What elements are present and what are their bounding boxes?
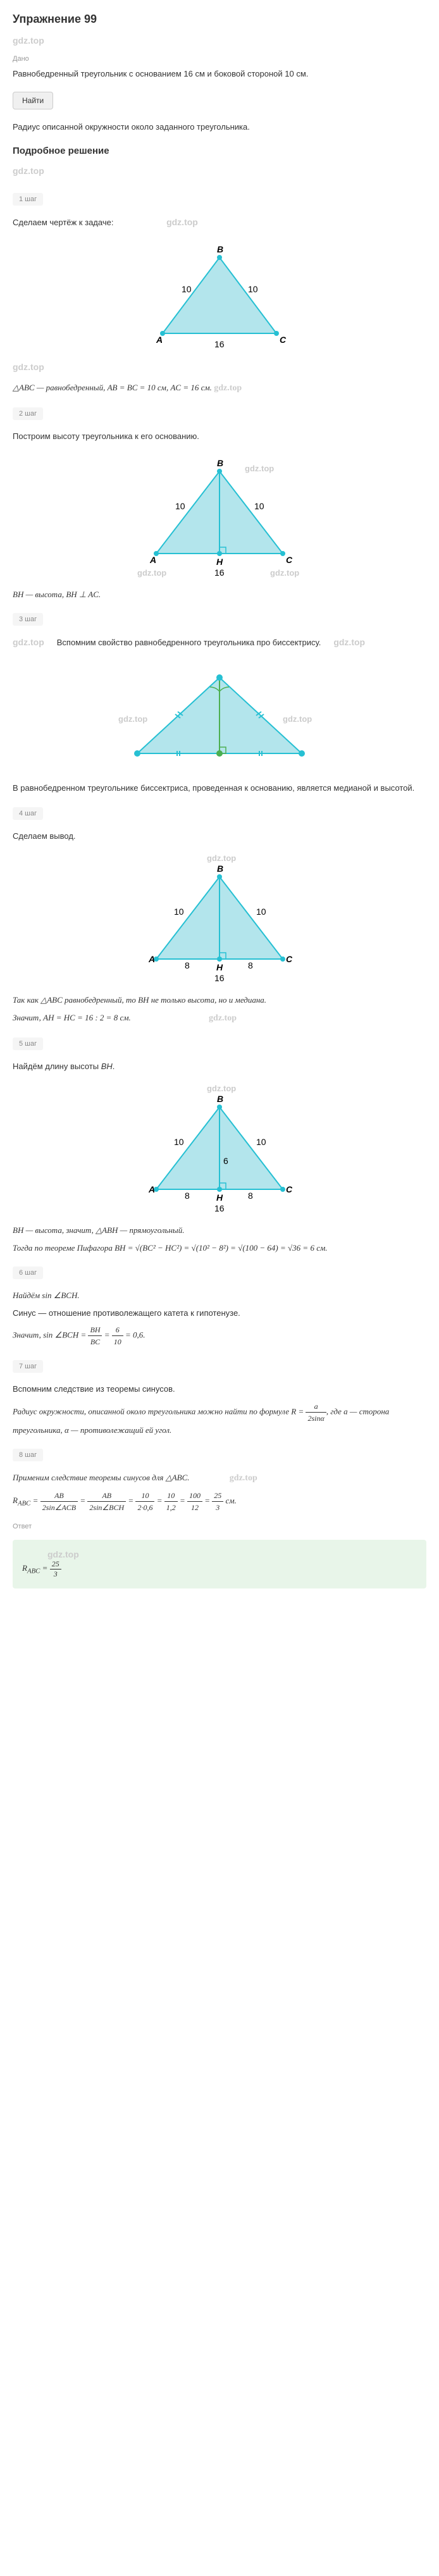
step-text: gdz.topВспомним свойство равнобедренного…	[13, 636, 426, 649]
solution-title: Подробное решение	[13, 146, 426, 156]
equation: Значит, sin ∠BCH = BHBC = 610 = 0,6.	[13, 1324, 426, 1347]
step-badge: 4 шаг	[13, 807, 43, 820]
svg-text:16: 16	[214, 339, 225, 349]
svg-text:10: 10	[256, 1137, 266, 1147]
svg-text:10: 10	[174, 907, 184, 917]
svg-text:gdz.top: gdz.top	[207, 853, 236, 863]
answer-box: gdz.top RABC = 253	[13, 1540, 426, 1588]
svg-text:8: 8	[185, 960, 190, 970]
svg-text:8: 8	[185, 1191, 190, 1201]
svg-text:16: 16	[214, 1203, 225, 1213]
svg-text:A: A	[148, 1184, 155, 1194]
svg-text:C: C	[286, 954, 293, 964]
exercise-title: Упражнение 99	[13, 13, 426, 26]
svg-text:C: C	[286, 555, 293, 565]
svg-text:H: H	[216, 557, 223, 567]
svg-text:C: C	[280, 335, 287, 345]
equation: В равнобедренном треугольнике биссектрис…	[13, 782, 426, 795]
svg-text:H: H	[216, 962, 223, 972]
equation: Синус — отношение противолежащего катета…	[13, 1307, 426, 1320]
watermark: gdz.top	[13, 362, 44, 372]
svg-text:10: 10	[182, 284, 192, 294]
figure-1: A B C 10 10 16	[13, 238, 426, 352]
step-badge: 7 шаг	[13, 1360, 43, 1373]
given-text: Равнобедренный треугольник с основанием …	[13, 68, 426, 80]
svg-text:8: 8	[248, 960, 253, 970]
svg-text:10: 10	[174, 1137, 184, 1147]
svg-text:gdz.top: gdz.top	[245, 464, 274, 473]
equation: Значит, AH = HC = 16 : 2 = 8 см. gdz.top	[13, 1012, 426, 1025]
given-label: Дано	[13, 55, 426, 63]
equation: BH — высота, значит, △ABH — прямоугольны…	[13, 1224, 426, 1237]
step-text: Применим следствие теоремы синусов для △…	[13, 1471, 426, 1485]
svg-text:A: A	[156, 335, 163, 345]
svg-text:A: A	[148, 954, 155, 964]
svg-text:B: B	[217, 864, 223, 874]
svg-text:10: 10	[254, 501, 264, 511]
svg-text:gdz.top: gdz.top	[270, 568, 299, 578]
svg-text:10: 10	[248, 284, 258, 294]
svg-text:B: B	[217, 458, 223, 468]
figure-4: gdz.top A B C H 10 10 8 8 16	[13, 851, 426, 984]
step-badge: 8 шаг	[13, 1449, 43, 1461]
svg-text:16: 16	[214, 567, 225, 578]
step-text: Найдём длину высоты BH.	[13, 1060, 426, 1073]
step-text: Построим высоту треугольника к его основ…	[13, 430, 426, 443]
svg-text:10: 10	[256, 907, 266, 917]
figure-5: gdz.top A B C H 10 10 6 8 8 16	[13, 1082, 426, 1215]
step-text: Сделаем вывод.	[13, 830, 426, 843]
svg-text:8: 8	[248, 1191, 253, 1201]
figure-2: A B C H 10 10 16 gdz.top gdz.top gdz.top	[13, 452, 426, 579]
svg-text:10: 10	[175, 501, 185, 511]
svg-text:C: C	[286, 1184, 293, 1194]
find-button[interactable]: Найти	[13, 92, 53, 109]
watermark: gdz.top	[13, 166, 44, 176]
find-text: Радиус описанной окружности около заданн…	[13, 121, 426, 133]
step-badge: 2 шаг	[13, 407, 43, 420]
step-badge: 6 шаг	[13, 1266, 43, 1279]
svg-text:gdz.top: gdz.top	[118, 714, 147, 724]
step-text: Вспомним следствие из теоремы синусов.	[13, 1383, 426, 1396]
svg-text:gdz.top: gdz.top	[283, 714, 312, 724]
figure-3: gdz.top gdz.top	[13, 659, 426, 772]
svg-text:gdz.top: gdz.top	[207, 1084, 236, 1093]
equation: BH — высота, BH ⊥ AC.	[13, 588, 426, 601]
equation: △ABC — равнобедренный, AB = BC = 10 см, …	[13, 381, 426, 395]
svg-text:H: H	[216, 1192, 223, 1203]
equation: RABC = AB2sin∠ACB = AB2sin∠BCH = 102·0,6…	[13, 1490, 426, 1513]
svg-text:B: B	[217, 1094, 223, 1104]
answer-label: Ответ	[13, 1523, 426, 1530]
watermark: gdz.top	[13, 35, 44, 46]
equation: Радиус окружности, описанной около треуг…	[13, 1401, 426, 1437]
svg-text:16: 16	[214, 973, 225, 983]
step-badge: 5 шаг	[13, 1037, 43, 1050]
equation: Так как △ABC равнобедренный, то BH не то…	[13, 994, 426, 1006]
equation: Тогда по теореме Пифагора BH = √(BC² − H…	[13, 1242, 426, 1254]
svg-text:6: 6	[223, 1156, 228, 1166]
step-badge: 3 шаг	[13, 613, 43, 626]
step-text: Сделаем чертёж к задаче: gdz.top	[13, 216, 426, 229]
svg-text:B: B	[217, 244, 223, 254]
svg-text:A: A	[149, 555, 156, 565]
step-text: Найдём sin ∠BCH.	[13, 1289, 426, 1302]
step-badge: 1 шаг	[13, 193, 43, 206]
svg-text:gdz.top: gdz.top	[137, 568, 166, 578]
